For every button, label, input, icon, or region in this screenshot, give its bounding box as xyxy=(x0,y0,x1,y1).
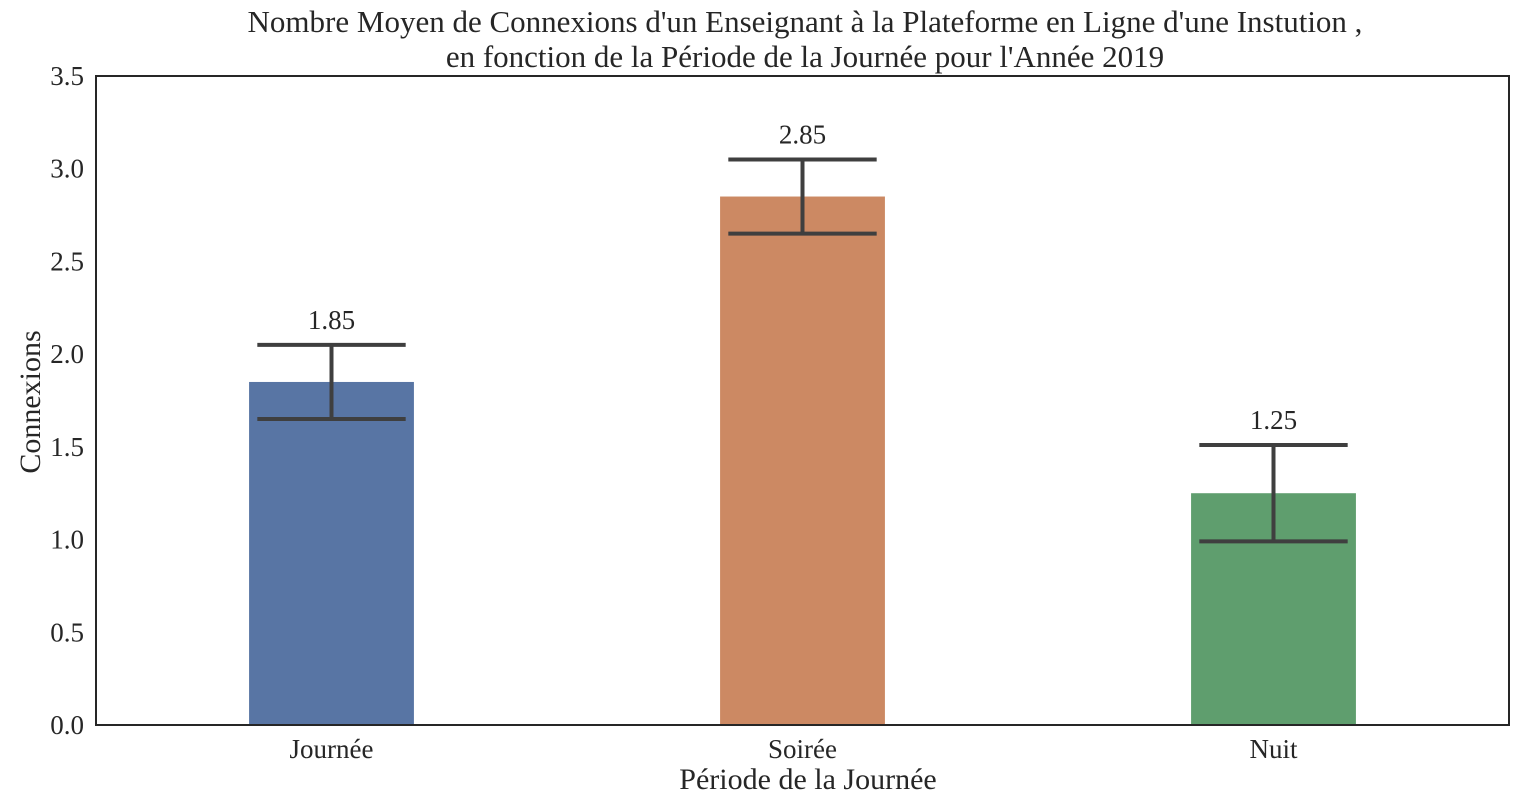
data-labels-group: 1.85 2.85 1.25 xyxy=(308,119,1297,435)
x-tick-label-0: Journée xyxy=(290,734,374,764)
y-axis-ticks: 0.0 0.5 1.0 1.5 2.0 2.5 3.0 3.5 xyxy=(50,61,84,740)
y-axis-label: Connexions xyxy=(14,330,47,473)
bar-1 xyxy=(720,196,885,725)
x-tick-label-2: Nuit xyxy=(1249,734,1298,764)
y-tick-label-6: 3.0 xyxy=(50,154,84,184)
plot-frame xyxy=(95,75,1510,726)
x-tick-label-1: Soirée xyxy=(768,734,837,764)
data-label-2: 1.25 xyxy=(1250,405,1297,435)
y-tick-label-3: 1.5 xyxy=(50,432,84,462)
error-bars-group xyxy=(257,157,1348,544)
chart-title-line-1: Nombre Moyen de Connexions d'un Enseigna… xyxy=(248,4,1363,39)
y-tick-label-0: 0.0 xyxy=(50,710,84,740)
bar-0 xyxy=(249,381,414,725)
data-label-0: 1.85 xyxy=(308,305,355,335)
y-tick-label-2: 1.0 xyxy=(50,525,84,555)
x-axis-ticks: Journée Soirée Nuit xyxy=(290,734,1298,764)
y-tick-label-1: 0.5 xyxy=(50,617,84,647)
x-axis-label: Période de la Journée xyxy=(679,763,936,796)
y-tick-label-5: 2.5 xyxy=(50,246,84,276)
data-label-1: 2.85 xyxy=(779,119,826,149)
chart-title-line-2: en fonction de la Période de la Journée … xyxy=(446,39,1164,74)
y-tick-label-4: 2.0 xyxy=(50,339,84,369)
y-tick-label-7: 3.5 xyxy=(50,61,84,91)
bars-group xyxy=(249,196,1356,725)
